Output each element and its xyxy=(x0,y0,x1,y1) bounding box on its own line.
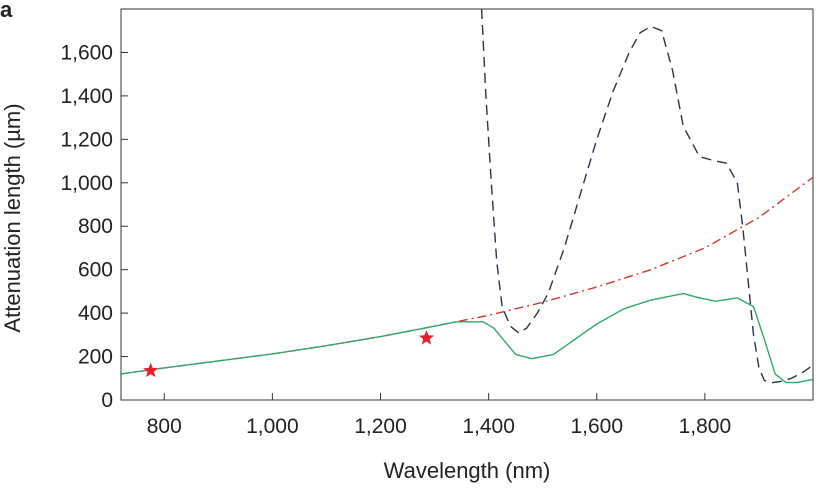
x-tick-label: 1,200 xyxy=(354,415,407,438)
star-marker xyxy=(143,362,159,378)
y-tick-label: 600 xyxy=(78,259,113,282)
y-tick-label: 800 xyxy=(78,215,113,238)
y-tick-label: 1,200 xyxy=(60,128,113,151)
y-tick-label: 0 xyxy=(101,389,113,412)
x-tick-label: 800 xyxy=(147,415,182,438)
x-tick-label: 1,400 xyxy=(462,415,515,438)
plot-frame xyxy=(120,8,814,401)
y-axis-label: Attenuation length (µm) xyxy=(0,103,25,332)
y-axis: 0 200 400 600 800 1,000 1,200 1,400 1,600 xyxy=(60,41,128,412)
x-tick-label: 1,000 xyxy=(246,415,299,438)
x-tick-label: 1,600 xyxy=(570,415,623,438)
series-layer xyxy=(121,9,813,384)
y-tick-label: 1,600 xyxy=(60,41,113,64)
y-tick-label: 1,400 xyxy=(60,85,113,108)
plot-area xyxy=(120,8,814,401)
y-tick-label: 200 xyxy=(78,346,113,369)
x-axis: 800 1,000 1,200 1,400 1,600 1,800 xyxy=(147,393,731,438)
series-line-solid xyxy=(121,292,813,384)
series-line-dashed xyxy=(480,9,813,384)
x-tick-label: 1,800 xyxy=(679,415,732,438)
star-marker xyxy=(418,330,435,345)
y-tick-label: 400 xyxy=(78,302,113,325)
series-line-dashdot xyxy=(121,176,813,375)
marker-layer xyxy=(143,330,435,378)
y-tick-label: 1,000 xyxy=(60,172,113,195)
x-axis-label: Wavelength (nm) xyxy=(384,458,551,483)
panel-label: a xyxy=(0,0,13,22)
